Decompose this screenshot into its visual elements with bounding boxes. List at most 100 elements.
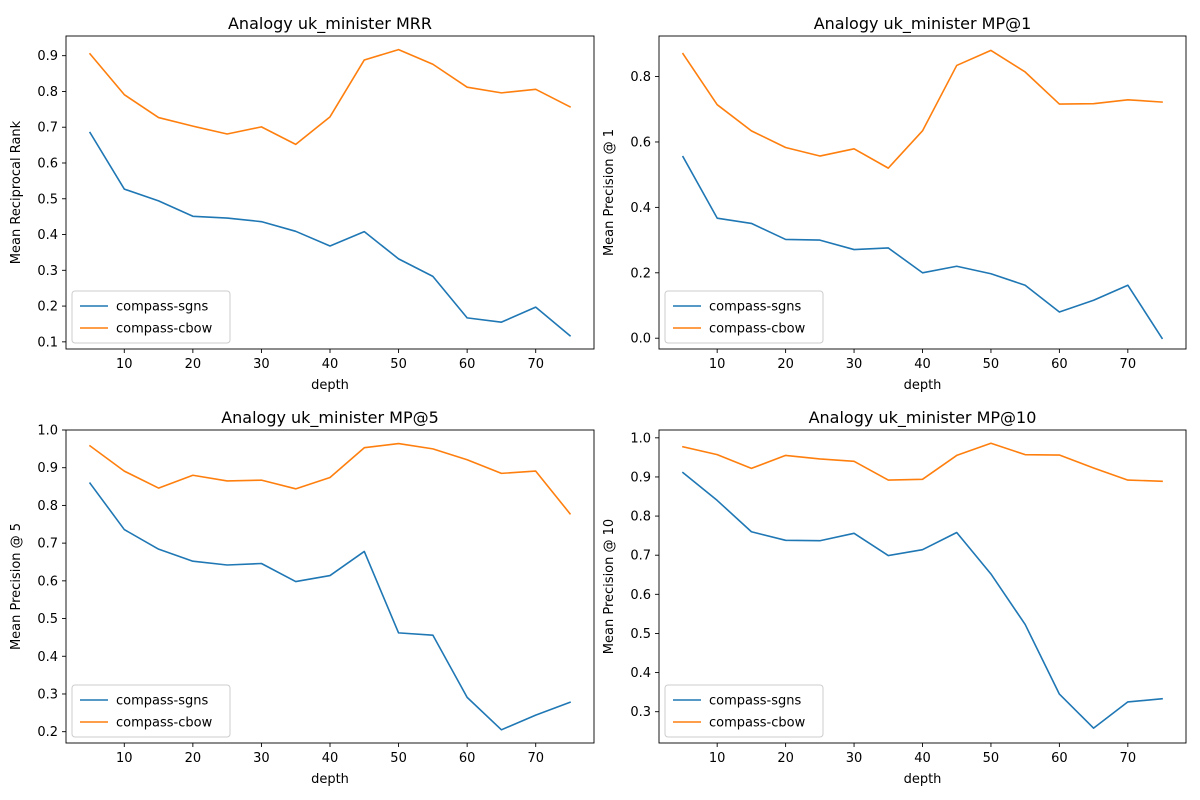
y-tick-label: 0.2 bbox=[37, 300, 58, 315]
y-tick-label: 1.0 bbox=[630, 431, 651, 446]
x-tick-label: 60 bbox=[459, 357, 476, 372]
x-tick-label: 50 bbox=[390, 357, 407, 372]
x-tick-label: 70 bbox=[1120, 357, 1137, 372]
x-tick-label: 50 bbox=[983, 751, 1000, 766]
x-tick-label: 20 bbox=[185, 751, 202, 766]
series-line-compass-cbow bbox=[681, 49, 1163, 169]
x-tick-label: 20 bbox=[185, 357, 202, 372]
legend-label: compass-sgns bbox=[709, 300, 801, 315]
y-tick-label: 0.8 bbox=[630, 510, 651, 525]
legend-box bbox=[664, 290, 824, 344]
legend-box bbox=[71, 684, 231, 738]
y-axis-label: Mean Precision @ 1 bbox=[602, 129, 617, 256]
series-line-compass-cbow bbox=[88, 48, 572, 146]
subplot-2: 10 20 30 40 50 60 70 0.0 0.2 0.4 0.6 0.8 Analogy uk_… bbox=[602, 14, 1187, 393]
series-line-compass-cbow bbox=[681, 442, 1163, 483]
subplot-3: 10 20 30 40 50 60 70 0.2 0.3 0.4 0.5 0.6 0.7 0.8 0.9 1.… bbox=[9, 408, 595, 787]
legend: compass-sgns compass-cbow bbox=[664, 684, 824, 738]
y-tick-label: 0.9 bbox=[37, 461, 58, 476]
y-tick-label: 0.6 bbox=[630, 588, 651, 603]
x-tick-label: 60 bbox=[459, 751, 476, 766]
series-line-compass-sgns bbox=[88, 482, 572, 731]
x-tick-label: 70 bbox=[527, 751, 544, 766]
y-tick-label: 0.3 bbox=[37, 687, 58, 702]
legend-label: compass-cbow bbox=[116, 322, 213, 337]
x-tick-label: 50 bbox=[390, 751, 407, 766]
legend-box bbox=[664, 684, 824, 738]
y-axis-label: Mean Precision @ 10 bbox=[602, 519, 617, 654]
x-tick-label: 30 bbox=[846, 751, 863, 766]
y-tick-label: 0.5 bbox=[37, 192, 58, 207]
x-axis-label: depth bbox=[904, 378, 942, 393]
legend-label: compass-cbow bbox=[116, 716, 213, 731]
x-tick-label: 70 bbox=[1120, 751, 1137, 766]
y-axis-label: Mean Reciprocal Rank bbox=[9, 120, 24, 264]
x-tick-label: 20 bbox=[777, 357, 794, 372]
x-tick-label: 40 bbox=[914, 751, 931, 766]
y-tick-label: 1.0 bbox=[37, 424, 58, 439]
x-axis-label: depth bbox=[904, 772, 942, 787]
legend-box bbox=[71, 290, 231, 344]
chart-title: Analogy uk_minister MP@10 bbox=[809, 408, 1037, 428]
legend-label: compass-cbow bbox=[709, 322, 806, 337]
y-tick-label: 0.3 bbox=[630, 705, 651, 720]
series-line-compass-sgns bbox=[681, 155, 1164, 340]
legend: compass-sgns compass-cbow bbox=[71, 290, 231, 344]
y-tick-label: 0.2 bbox=[630, 266, 651, 281]
x-tick-label: 40 bbox=[914, 357, 931, 372]
x-tick-label: 10 bbox=[709, 357, 726, 372]
x-tick-label: 10 bbox=[116, 751, 133, 766]
legend-label: compass-sgns bbox=[116, 300, 208, 315]
series-line-compass-cbow bbox=[88, 442, 572, 515]
y-tick-label: 0.9 bbox=[630, 470, 651, 485]
y-tick-label: 0.4 bbox=[37, 650, 58, 665]
y-tick-label: 0.7 bbox=[630, 549, 651, 564]
y-tick-label: 0.6 bbox=[37, 156, 58, 171]
x-tick-label: 40 bbox=[322, 751, 339, 766]
chart-title: Analogy uk_minister MP@1 bbox=[814, 14, 1032, 34]
legend: compass-sgns compass-cbow bbox=[664, 290, 824, 344]
x-tick-label: 10 bbox=[709, 751, 726, 766]
y-tick-label: 0.4 bbox=[630, 201, 651, 216]
y-tick-label: 0.7 bbox=[37, 121, 58, 136]
x-tick-label: 70 bbox=[527, 357, 544, 372]
x-tick-label: 60 bbox=[1051, 751, 1068, 766]
legend: compass-sgns compass-cbow bbox=[71, 684, 231, 738]
x-tick-label: 30 bbox=[253, 357, 270, 372]
y-axis-label: Mean Precision @ 5 bbox=[9, 523, 24, 650]
y-tick-label: 0.5 bbox=[630, 627, 651, 642]
y-tick-label: 0.1 bbox=[37, 335, 58, 350]
x-tick-label: 20 bbox=[777, 751, 794, 766]
legend-label: compass-sgns bbox=[116, 694, 208, 709]
chart-title: Analogy uk_minister MRR bbox=[228, 14, 432, 34]
y-tick-label: 0.8 bbox=[37, 499, 58, 514]
legend-label: compass-cbow bbox=[709, 716, 806, 731]
y-tick-label: 0.4 bbox=[37, 228, 58, 243]
legend-label: compass-sgns bbox=[709, 694, 801, 709]
y-tick-label: 0.8 bbox=[630, 70, 651, 85]
series-line-compass-sgns bbox=[88, 131, 572, 337]
y-tick-label: 0.5 bbox=[37, 612, 58, 627]
y-tick-label: 0.7 bbox=[37, 537, 58, 552]
subplot-1: 10 20 30 40 50 60 70 0.1 0.2 0.3 0.4 0.5 0.6 0.7 0.8 0.… bbox=[9, 14, 595, 393]
x-tick-label: 30 bbox=[253, 751, 270, 766]
x-axis-label: depth bbox=[311, 772, 349, 787]
x-tick-label: 50 bbox=[983, 357, 1000, 372]
y-tick-label: 0.6 bbox=[37, 574, 58, 589]
chart-title: Analogy uk_minister MP@5 bbox=[221, 408, 439, 428]
y-tick-label: 0.2 bbox=[37, 725, 58, 740]
series-line-compass-sgns bbox=[681, 471, 1163, 729]
x-tick-label: 10 bbox=[116, 357, 133, 372]
x-tick-label: 40 bbox=[322, 357, 339, 372]
y-tick-label: 0.8 bbox=[37, 85, 58, 100]
x-tick-label: 60 bbox=[1051, 357, 1068, 372]
x-tick-label: 30 bbox=[846, 357, 863, 372]
y-tick-label: 0.9 bbox=[37, 49, 58, 64]
y-tick-label: 0.6 bbox=[630, 135, 651, 150]
y-tick-label: 0.3 bbox=[37, 264, 58, 279]
x-axis-label: depth bbox=[311, 378, 349, 393]
y-tick-label: 0.0 bbox=[630, 332, 651, 347]
subplot-4: 10 20 30 40 50 60 70 0.3 0.4 0.5 0.6 0.7 0.8 0.9 1.0 An… bbox=[602, 408, 1187, 787]
y-tick-label: 0.4 bbox=[630, 666, 651, 681]
